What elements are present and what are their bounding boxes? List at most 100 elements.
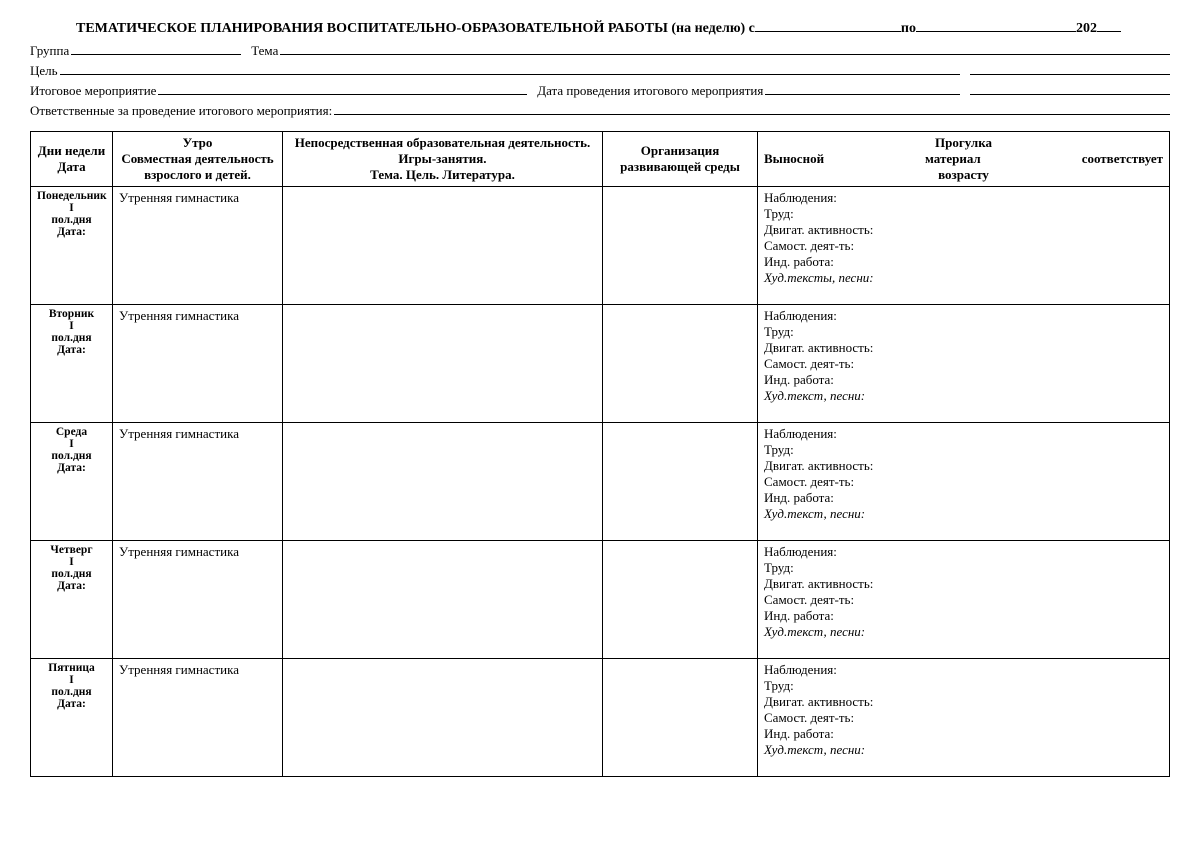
day-name: Вторник	[37, 308, 106, 320]
blank-year-suffix	[1097, 18, 1121, 32]
morning-cell: Утренняя гимнастика	[113, 187, 283, 305]
walk-indep: Самост. деят-ть:	[764, 710, 1163, 726]
day-name: Среда	[37, 426, 106, 438]
day-half: пол.дня	[37, 450, 106, 462]
day-cell: ПонедельникIпол.дняДата:	[31, 187, 113, 305]
day-date-label: Дата:	[37, 580, 106, 592]
walk-obs: Наблюдения:	[764, 308, 1163, 324]
walk-cell: Наблюдения:Труд:Двигат. активность:Самос…	[758, 305, 1170, 423]
blank-goal-2	[970, 61, 1170, 75]
title-line: ТЕМАТИЧЕСКОЕ ПЛАНИРОВАНИЯ ВОСПИТАТЕЛЬНО-…	[30, 18, 1170, 37]
title-mid: по	[901, 21, 916, 37]
table-row: ВторникIпол.дняДата:Утренняя гимнастикаН…	[31, 305, 1170, 423]
day-half: пол.дня	[37, 568, 106, 580]
walk-ind: Инд. работа:	[764, 372, 1163, 388]
env-cell	[603, 659, 758, 777]
goal-line: Цель	[30, 61, 1170, 79]
day-date-label: Дата:	[37, 344, 106, 356]
walk-obs: Наблюдения:	[764, 190, 1163, 206]
walk-cell: Наблюдения:Труд:Двигат. активность:Самос…	[758, 541, 1170, 659]
walk-indep: Самост. деят-ть:	[764, 474, 1163, 490]
day-cell: ВторникIпол.дняДата:	[31, 305, 113, 423]
walk-art: Худ.текст, песни:	[764, 742, 1163, 758]
walk-ind: Инд. работа:	[764, 608, 1163, 624]
walk-cell: Наблюдения:Труд:Двигат. активность:Самос…	[758, 423, 1170, 541]
table-row: СредаIпол.дняДата:Утренняя гимнастикаНаб…	[31, 423, 1170, 541]
walk-motor: Двигат. активность:	[764, 576, 1163, 592]
walk-work: Труд:	[764, 206, 1163, 222]
edu-cell	[283, 541, 603, 659]
blank-theme	[280, 41, 1170, 55]
walk-motor: Двигат. активность:	[764, 458, 1163, 474]
walk-art: Худ.текст, песни:	[764, 506, 1163, 522]
theme-label: Тема	[251, 43, 280, 59]
edu-cell	[283, 187, 603, 305]
blank-responsible	[334, 101, 1170, 115]
col-env-header: Организация развивающей среды	[603, 132, 758, 187]
blank-to-date	[916, 18, 1076, 32]
title-prefix: ТЕМАТИЧЕСКОЕ ПЛАНИРОВАНИЯ ВОСПИТАТЕЛЬНО-…	[76, 21, 755, 37]
col-walk-header: Прогулка Выносной материал соответствует…	[758, 132, 1170, 187]
day-date-label: Дата:	[37, 462, 106, 474]
morning-cell: Утренняя гимнастика	[113, 541, 283, 659]
goal-label: Цель	[30, 63, 60, 79]
document-header: ТЕМАТИЧЕСКОЕ ПЛАНИРОВАНИЯ ВОСПИТАТЕЛЬНО-…	[30, 18, 1170, 119]
day-date-label: Дата:	[37, 698, 106, 710]
day-name: Четверг	[37, 544, 106, 556]
walk-art: Худ.текст, песни:	[764, 624, 1163, 640]
walk-indep: Самост. деят-ть:	[764, 592, 1163, 608]
walk-obs: Наблюдения:	[764, 662, 1163, 678]
walk-work: Труд:	[764, 442, 1163, 458]
group-theme-line: Группа Тема	[30, 41, 1170, 59]
day-cell: ЧетвергIпол.дняДата:	[31, 541, 113, 659]
table-body: ПонедельникIпол.дняДата:Утренняя гимнаст…	[31, 187, 1170, 777]
day-roman: I	[37, 320, 106, 332]
day-roman: I	[37, 438, 106, 450]
day-half: пол.дня	[37, 332, 106, 344]
walk-cell: Наблюдения:Труд:Двигат. активность:Самос…	[758, 187, 1170, 305]
walk-indep: Самост. деят-ть:	[764, 356, 1163, 372]
edu-cell	[283, 305, 603, 423]
blank-from-date	[755, 18, 865, 32]
morning-cell: Утренняя гимнастика	[113, 305, 283, 423]
walk-cell: Наблюдения:Труд:Двигат. активность:Самос…	[758, 659, 1170, 777]
walk-art: Худ.тексты, песни:	[764, 270, 1163, 286]
responsible-label: Ответственные за проведение итогового ме…	[30, 103, 334, 119]
env-cell	[603, 187, 758, 305]
title-year: 202	[1076, 21, 1097, 37]
morning-cell: Утренняя гимнастика	[113, 659, 283, 777]
day-cell: СредаIпол.дняДата:	[31, 423, 113, 541]
group-label: Группа	[30, 43, 71, 59]
day-roman: I	[37, 556, 106, 568]
walk-work: Труд:	[764, 560, 1163, 576]
day-cell: ПятницаIпол.дняДата:	[31, 659, 113, 777]
table-row: ПонедельникIпол.дняДата:Утренняя гимнаст…	[31, 187, 1170, 305]
day-half: пол.дня	[37, 214, 106, 226]
walk-motor: Двигат. активность:	[764, 694, 1163, 710]
responsible-line: Ответственные за проведение итогового ме…	[30, 101, 1170, 119]
col-day-header: Дни недели Дата	[31, 132, 113, 187]
walk-art: Худ.текст, песни:	[764, 388, 1163, 404]
edu-cell	[283, 659, 603, 777]
final-event-line: Итоговое мероприятие Дата проведения ито…	[30, 81, 1170, 99]
table-header-row: Дни недели Дата Утро Совместная деятельн…	[31, 132, 1170, 187]
final-event-date-label: Дата проведения итогового мероприятия	[537, 83, 765, 99]
walk-ind: Инд. работа:	[764, 490, 1163, 506]
walk-work: Труд:	[764, 678, 1163, 694]
walk-motor: Двигат. активность:	[764, 340, 1163, 356]
walk-ind: Инд. работа:	[764, 254, 1163, 270]
morning-cell: Утренняя гимнастика	[113, 423, 283, 541]
table-row: ЧетвергIпол.дняДата:Утренняя гимнастикаН…	[31, 541, 1170, 659]
walk-obs: Наблюдения:	[764, 426, 1163, 442]
final-event-label: Итоговое мероприятие	[30, 83, 158, 99]
day-roman: I	[37, 674, 106, 686]
col-edu-header: Непосредственная образовательная деятель…	[283, 132, 603, 187]
planning-table: Дни недели Дата Утро Совместная деятельн…	[30, 131, 1170, 777]
blank-from-date-ext	[865, 18, 901, 32]
table-row: ПятницаIпол.дняДата:Утренняя гимнастика Н…	[31, 659, 1170, 777]
env-cell	[603, 423, 758, 541]
day-name: Понедельник	[37, 190, 106, 202]
blank-final-event	[158, 81, 527, 95]
blank-goal-1	[60, 61, 960, 75]
day-roman: I	[37, 202, 106, 214]
